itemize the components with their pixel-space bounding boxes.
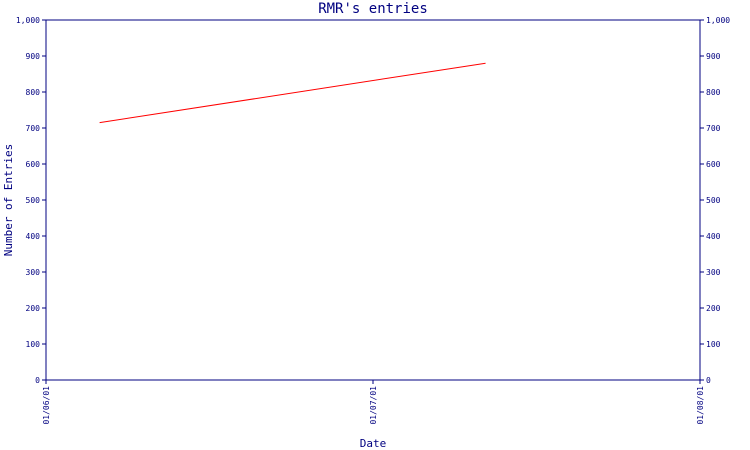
y-tick-label-right: 700 (706, 124, 721, 133)
y-tick-label-left: 100 (26, 340, 41, 349)
y-tick-label-right: 0 (706, 376, 711, 385)
y-tick-label-left: 0 (35, 376, 40, 385)
y-tick-label-left: 400 (26, 232, 41, 241)
y-tick-label-right: 800 (706, 88, 721, 97)
y-tick-label-right: 1,000 (706, 16, 730, 25)
chart-title: RMR's entries (318, 1, 428, 17)
y-tick-label-left: 200 (26, 304, 41, 313)
y-tick-label-right: 400 (706, 232, 721, 241)
y-tick-label-right: 200 (706, 304, 721, 313)
x-tick-label: 01/07/01 (369, 386, 378, 425)
y-tick-label-left: 700 (26, 124, 41, 133)
x-axis-label: Date (360, 437, 387, 450)
right-axis-ticks: 0 100 200 300 400 500 600 700 800 900 1,000 (700, 16, 730, 385)
y-tick-label-right: 500 (706, 196, 721, 205)
series-line (99, 62, 486, 124)
y-tick-label-right: 100 (706, 340, 721, 349)
x-tick-label: 01/08/01 (696, 386, 705, 425)
left-axis-ticks: 0 100 200 300 400 500 600 700 800 900 1,000 (16, 16, 46, 385)
plot-frame (45, 19, 701, 381)
y-tick-label-left: 1,000 (16, 16, 40, 25)
y-tick-label-right: 600 (706, 160, 721, 169)
y-tick-label-left: 900 (26, 52, 41, 61)
y-tick-label-left: 600 (26, 160, 41, 169)
series-layer (99, 62, 486, 124)
y-tick-label-left: 500 (26, 196, 41, 205)
x-tick-label: 01/06/01 (42, 386, 51, 425)
x-axis-ticks: 01/06/01 01/07/01 01/08/01 (42, 380, 705, 425)
y-tick-label-left: 300 (26, 268, 41, 277)
y-tick-label-right: 900 (706, 52, 721, 61)
y-tick-label-right: 300 (706, 268, 721, 277)
y-axis-label: Number of Entries (2, 144, 15, 257)
y-tick-label-left: 800 (26, 88, 41, 97)
